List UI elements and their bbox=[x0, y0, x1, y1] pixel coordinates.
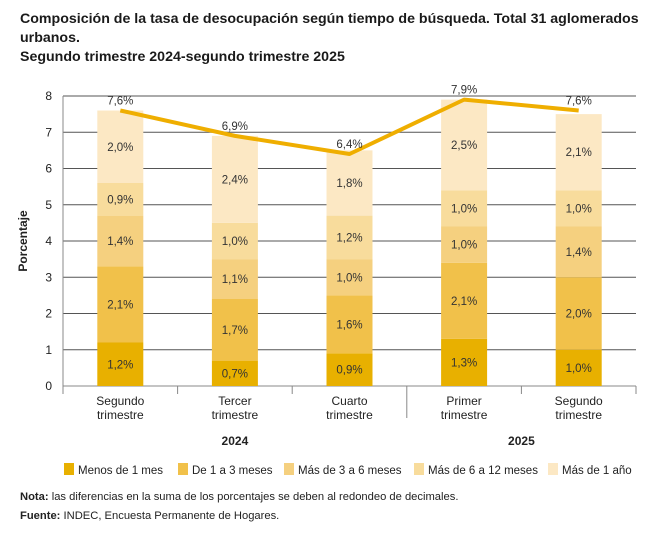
bar-segment bbox=[326, 259, 373, 296]
data-label: 2,0% bbox=[107, 142, 133, 154]
bar-segment bbox=[97, 266, 144, 343]
data-label: 1,3% bbox=[451, 357, 477, 369]
bar-segment bbox=[441, 99, 488, 191]
bar-segment bbox=[211, 222, 258, 260]
x-tick-label: trimestre bbox=[441, 408, 488, 422]
bar-segment bbox=[555, 277, 602, 350]
data-label: 1,0% bbox=[336, 272, 362, 284]
data-label: 1,6% bbox=[336, 319, 362, 331]
bar-segment bbox=[211, 299, 258, 361]
x-tick-label: Cuarto bbox=[331, 394, 367, 408]
y-tick-label: 5 bbox=[45, 198, 52, 212]
data-label: 1,0% bbox=[451, 203, 477, 215]
data-label: 1,1% bbox=[222, 274, 248, 286]
legend-label: Menos de 1 mes bbox=[78, 465, 163, 477]
bar-segment bbox=[211, 360, 258, 386]
chart-title-main: Composición de la tasa de desocupación s… bbox=[20, 11, 639, 46]
chart-title: Composición de la tasa de desocupación s… bbox=[20, 10, 650, 67]
source-text: INDEC, Encuesta Permanente de Hogares. bbox=[60, 510, 280, 522]
note-text: las diferencias en la suma de los porcen… bbox=[48, 491, 459, 503]
x-tick-label: Primer bbox=[446, 394, 481, 408]
total-label: 6,4% bbox=[336, 139, 362, 151]
legend-label: De 1 a 3 meses bbox=[192, 465, 273, 477]
data-label: 2,1% bbox=[107, 299, 133, 311]
legend-swatch bbox=[64, 463, 74, 475]
data-label: 0,9% bbox=[336, 365, 362, 377]
bar-segment bbox=[97, 110, 144, 183]
x-tick-label: Tercer bbox=[218, 394, 251, 408]
note-line: Nota: las diferencias en la suma de los … bbox=[20, 488, 458, 507]
data-label: 1,4% bbox=[107, 236, 133, 248]
legend-swatch bbox=[414, 463, 424, 475]
data-label: 1,7% bbox=[222, 325, 248, 337]
bar-segment bbox=[441, 338, 488, 386]
y-tick-label: 1 bbox=[45, 343, 52, 357]
source-line: Fuente: INDEC, Encuesta Permanente de Ho… bbox=[20, 507, 458, 526]
bar-segment bbox=[97, 183, 144, 216]
x-tick-label: Segundo bbox=[96, 394, 144, 408]
bar-segment bbox=[441, 226, 488, 263]
x-tick-label: trimestre bbox=[212, 408, 259, 422]
legend-swatch bbox=[178, 463, 188, 475]
data-label: 2,1% bbox=[451, 296, 477, 308]
x-tick-label: trimestre bbox=[326, 408, 373, 422]
bar-segment bbox=[326, 150, 373, 216]
data-label: 1,0% bbox=[566, 203, 592, 215]
bar-segment bbox=[97, 215, 144, 267]
bar-segment bbox=[441, 262, 488, 339]
y-axis-label: Porcentaje bbox=[16, 210, 30, 272]
bar-segment bbox=[326, 353, 373, 386]
data-label: 2,4% bbox=[222, 174, 248, 186]
bar-segment bbox=[326, 215, 373, 260]
y-tick-label: 6 bbox=[45, 162, 52, 176]
x-tick-label: Segundo bbox=[555, 394, 603, 408]
bar-segment bbox=[326, 295, 373, 354]
total-label: 7,9% bbox=[451, 85, 477, 97]
legend-swatch bbox=[284, 463, 294, 475]
y-tick-label: 4 bbox=[45, 234, 52, 248]
chart-subtitle: Segundo trimestre 2024-segundo trimestre… bbox=[20, 49, 345, 65]
legend-swatch bbox=[548, 463, 558, 475]
y-tick-label: 8 bbox=[45, 89, 52, 103]
data-label: 0,9% bbox=[107, 194, 133, 206]
y-tick-label: 3 bbox=[45, 270, 52, 284]
data-label: 0,7% bbox=[222, 368, 248, 380]
data-label: 1,4% bbox=[566, 247, 592, 259]
x-group-label: 2024 bbox=[222, 434, 249, 448]
bar-segment bbox=[555, 226, 602, 278]
bar-segment bbox=[555, 349, 602, 386]
data-label: 2,5% bbox=[451, 140, 477, 152]
bar-segment bbox=[97, 342, 144, 386]
legend-label: Más de 3 a 6 meses bbox=[298, 465, 402, 477]
bar-segment bbox=[211, 259, 258, 299]
total-label: 7,6% bbox=[107, 96, 133, 108]
data-label: 2,1% bbox=[566, 147, 592, 159]
chart-notes: Nota: las diferencias en la suma de los … bbox=[20, 488, 458, 526]
total-label: 7,6% bbox=[566, 96, 592, 108]
x-tick-label: trimestre bbox=[97, 408, 144, 422]
y-tick-label: 2 bbox=[45, 307, 52, 321]
data-label: 1,0% bbox=[566, 363, 592, 375]
y-tick-label: 0 bbox=[45, 379, 52, 393]
data-label: 1,2% bbox=[107, 359, 133, 371]
data-label: 1,0% bbox=[222, 236, 248, 248]
note-label: Nota: bbox=[20, 491, 49, 503]
source-label: Fuente: bbox=[20, 510, 61, 522]
y-tick-label: 7 bbox=[45, 125, 52, 139]
bar-segment bbox=[555, 190, 602, 227]
bar-segment bbox=[211, 135, 258, 223]
total-label: 6,9% bbox=[222, 121, 248, 133]
x-tick-label: trimestre bbox=[555, 408, 602, 422]
bar-segment bbox=[555, 114, 602, 191]
total-line bbox=[119, 97, 579, 156]
data-label: 1,0% bbox=[451, 240, 477, 252]
legend-label: Más de 1 año bbox=[562, 465, 632, 477]
legend-label: Más de 6 a 12 meses bbox=[428, 465, 538, 477]
data-label: 1,8% bbox=[336, 178, 362, 190]
x-group-label: 2025 bbox=[508, 434, 535, 448]
bar-segment bbox=[441, 190, 488, 227]
data-label: 2,0% bbox=[566, 309, 592, 321]
data-label: 1,2% bbox=[336, 232, 362, 244]
